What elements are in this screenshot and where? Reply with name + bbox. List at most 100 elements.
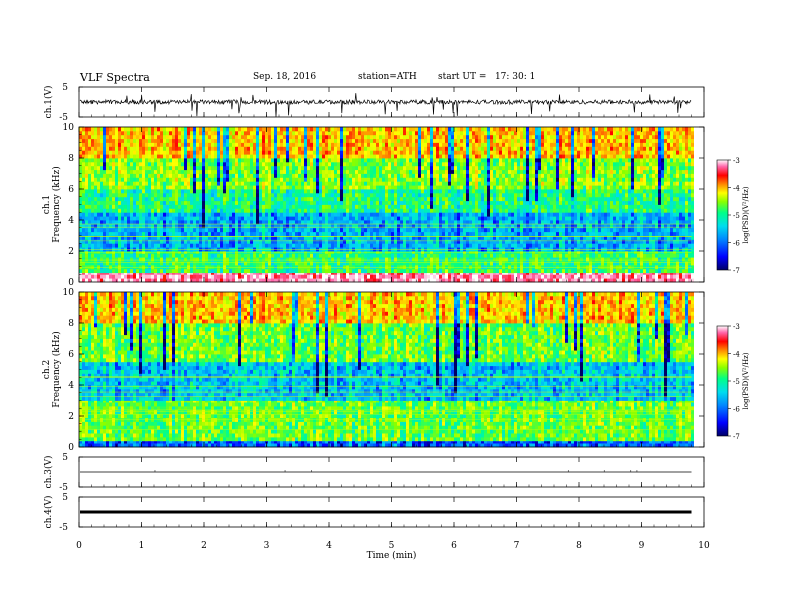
spectrogram-cell <box>331 189 334 194</box>
spectrogram-cell <box>88 154 91 159</box>
spectrogram-cell <box>292 196 295 202</box>
spectrogram-cell <box>256 134 259 140</box>
spectrogram-cell <box>340 173 343 178</box>
spectrogram-cell <box>232 261 235 266</box>
spectrogram-cell <box>193 208 196 213</box>
spectrogram-cell <box>433 185 436 190</box>
spectrogram-cell <box>82 158 85 163</box>
spectrogram-cell <box>352 235 355 240</box>
spectrogram-cell <box>310 278 313 283</box>
spectrogram-cell <box>256 243 259 248</box>
spectrogram-cell <box>325 261 328 266</box>
spectrogram-cell <box>157 185 160 190</box>
spectrogram-cell <box>106 142 109 147</box>
spectrogram-cell <box>184 177 187 182</box>
spectrogram-cell <box>172 200 175 205</box>
spectrogram-cell <box>274 192 277 198</box>
spectrogram-cell <box>367 268 370 274</box>
spectrogram-cell <box>115 177 118 182</box>
spectrogram-cell <box>370 239 373 244</box>
spectrogram-cell <box>406 235 409 240</box>
spectrogram-cell <box>304 138 307 143</box>
spectrogram-cell <box>196 274 199 279</box>
spectrogram-cell <box>115 127 118 132</box>
spectrogram-cell <box>286 146 289 151</box>
spectrogram-cell <box>361 185 364 190</box>
spectrogram-cell <box>271 150 274 155</box>
spectrogram-cell <box>343 243 346 248</box>
spectrogram-cell <box>367 278 370 283</box>
spectrogram-cell <box>424 134 427 140</box>
spectrogram-cell <box>343 165 346 171</box>
spectrogram-cell <box>334 127 337 132</box>
spectrogram-cell <box>235 261 238 266</box>
spectrogram-cell <box>232 165 235 171</box>
spectrogram-cell <box>304 134 307 140</box>
spectrogram-cell <box>262 204 265 209</box>
spectrogram-cell <box>253 220 256 225</box>
spectrogram-cell <box>175 243 178 248</box>
spectrogram-cell <box>394 216 397 221</box>
spectrogram-cell <box>184 235 187 240</box>
spectrogram-cell <box>169 154 172 159</box>
spectrogram-cell <box>133 146 136 151</box>
spectrogram-cell <box>160 165 163 171</box>
spectrogram-cell <box>340 274 343 279</box>
spectrogram-cell <box>229 177 232 182</box>
spectrogram-cell <box>181 261 184 266</box>
spectrogram-cell <box>148 212 151 217</box>
spectrogram-cell <box>328 154 331 159</box>
spectrogram-cell <box>400 208 403 213</box>
spectrogram-cell <box>100 127 103 132</box>
spectrogram-cell <box>163 235 166 240</box>
spectrogram-cell <box>175 227 178 233</box>
spectrogram-cell <box>316 268 319 274</box>
spectrogram-cell <box>250 204 253 209</box>
spectrogram-cell <box>169 239 172 244</box>
spectrogram-cell <box>376 274 379 279</box>
spectrogram-cell <box>415 216 418 221</box>
spectrogram-cell <box>121 146 124 151</box>
spectrogram-cell <box>334 223 337 229</box>
spectrogram-cell <box>409 204 412 209</box>
spectrogram-cell <box>217 227 220 233</box>
spectrogram-cell <box>118 169 121 174</box>
spectrogram-cell <box>217 268 220 274</box>
spectrogram-cell <box>349 220 352 225</box>
spectrogram-cell <box>367 185 370 190</box>
spectrogram-cell <box>244 204 247 209</box>
spectrogram-cell <box>184 173 187 178</box>
spectrogram-cell <box>217 278 220 283</box>
spectrogram-cell <box>187 261 190 266</box>
spectrogram-cell <box>307 200 310 205</box>
spectrogram-cell <box>112 189 115 194</box>
spectrogram-cell <box>328 227 331 233</box>
spectrogram-cell <box>406 239 409 244</box>
spectrogram-cell <box>214 231 217 236</box>
spectrogram-cell <box>265 185 268 190</box>
spectrogram-cell <box>289 227 292 233</box>
spectrogram-cell <box>256 142 259 147</box>
spectrogram-cell <box>169 223 172 229</box>
spectrogram-cell <box>304 272 307 275</box>
spectrogram-cell <box>130 169 133 174</box>
spectrogram-cell <box>289 204 292 209</box>
spectrogram-cell <box>319 261 322 266</box>
spectrogram-cell <box>262 138 265 143</box>
spectrogram-cell <box>253 223 256 229</box>
spectrogram-cell <box>238 204 241 209</box>
spectrogram-cell <box>424 158 427 163</box>
spectrogram-cell <box>250 200 253 205</box>
spectrogram-cell <box>415 204 418 209</box>
spectrogram-cell <box>79 192 82 198</box>
spectrogram-cell <box>154 208 157 213</box>
spectrogram-cell <box>316 165 319 171</box>
spectrogram-cell <box>310 239 313 244</box>
spectrogram-cell <box>334 177 337 182</box>
spectrogram-cell <box>268 130 271 136</box>
spectrogram-cell <box>346 243 349 248</box>
spectrogram-cell <box>88 134 91 140</box>
spectrogram-cell <box>187 208 190 213</box>
spectrogram-cell <box>202 192 205 198</box>
spectrogram-cell <box>205 212 208 217</box>
